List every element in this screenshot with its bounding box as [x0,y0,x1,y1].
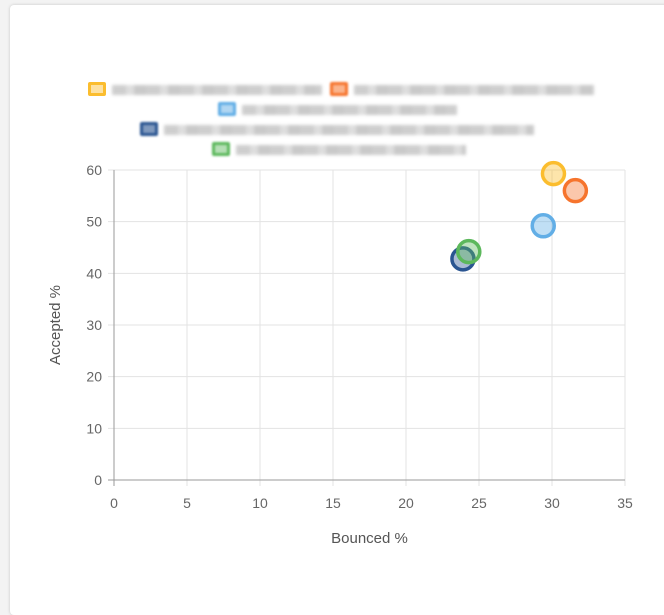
x-tick-label: 20 [398,495,414,511]
x-axis-title: Bounced % [331,530,408,547]
x-tick-label: 25 [471,495,487,511]
y-tick-label: 0 [94,472,102,488]
y-axis-ticks: 0 10 20 30 40 50 60 [86,162,102,488]
y-tick-label: 20 [86,369,102,385]
y-axis-title: Accepted % [47,285,64,365]
legend-label-redacted [112,85,322,95]
y-tick-label: 40 [86,265,102,281]
data-point[interactable] [540,160,567,187]
legend-label-redacted [164,125,534,135]
x-tick-label: 10 [252,495,268,511]
y-tick-label: 50 [86,214,102,230]
legend-swatch-light-blue [218,102,236,116]
y-tick-label: 10 [86,420,102,436]
axes [108,170,625,486]
data-points [450,160,589,272]
x-tick-label: 35 [617,495,633,511]
x-tick-label: 0 [110,495,118,511]
legend-swatch-dark-blue [140,122,158,136]
legend-swatch-green [212,142,230,156]
grid-lines [108,169,626,486]
legend-label-redacted [236,145,466,155]
x-tick-label: 15 [325,495,341,511]
legend-label-redacted [354,85,594,95]
data-point[interactable] [562,177,589,204]
y-tick-label: 30 [86,317,102,333]
x-tick-label: 30 [544,495,560,511]
legend-label-redacted [242,105,457,115]
legend-swatch-orange [330,82,348,96]
x-axis-ticks: 0 5 10 15 20 25 30 35 [110,495,633,511]
x-tick-label: 5 [183,495,191,511]
data-point[interactable] [530,213,556,239]
legend-swatch-yellow [88,82,106,96]
y-tick-label: 60 [86,162,102,178]
data-point[interactable] [456,238,482,265]
